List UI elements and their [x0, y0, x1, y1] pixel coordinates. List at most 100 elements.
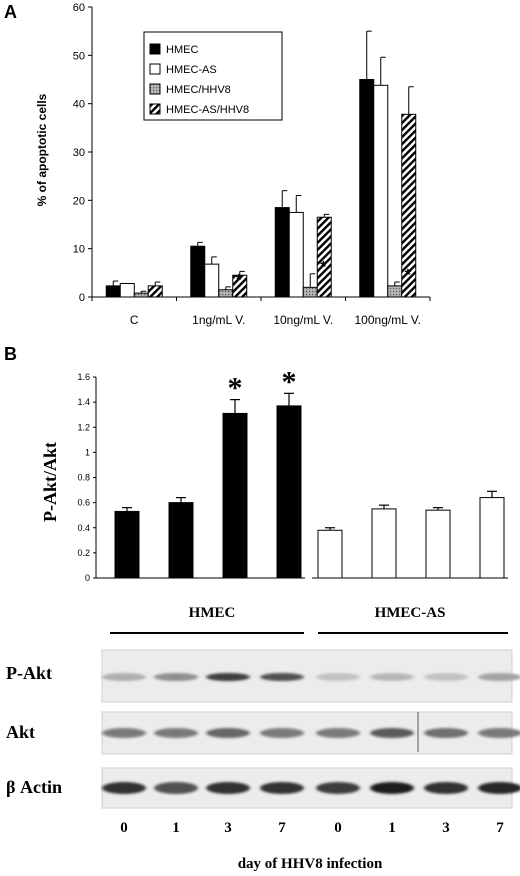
a-y-tick-label-4: 40	[73, 99, 85, 111]
legend-label-hmec-hhv8: HMEC/HHV8	[166, 84, 231, 96]
blot-band-2-0	[102, 782, 146, 794]
blot-label-beta-actin: β Actin	[6, 777, 62, 797]
panel-b-x-axis-label: day of HHV8 infection	[238, 856, 383, 872]
legend-box	[143, 31, 283, 121]
blot-band-0-4	[316, 673, 360, 681]
blot-band-2-4	[316, 782, 360, 794]
blot-band-2-3	[260, 782, 304, 794]
b-bar-1-3	[479, 497, 505, 579]
b-y-tick-label-6: 1.2	[77, 422, 90, 432]
a-bar-0-1	[190, 245, 206, 298]
blot-band-1-6	[424, 728, 468, 738]
panel-a: A % of apoptotic cells 0 10 20 30 40 50 60 C 1n…	[4, 2, 431, 327]
a-bar-2-2	[302, 286, 318, 298]
blot-band-0-3	[260, 673, 304, 681]
a-bar-3-2	[316, 216, 332, 298]
panel-a-significance: * * *	[236, 259, 412, 289]
a-x-tick-label-1: 1ng/mL V.	[192, 313, 245, 327]
b-bar-0-1	[168, 502, 194, 579]
lane-label-0: 0	[120, 820, 128, 836]
blot-band-0-2	[206, 673, 250, 681]
panel-a-y-axis-label: % of apoptotic cells	[35, 93, 49, 206]
b-y-tick-label-7: 1.4	[77, 397, 90, 407]
blot-band-1-5	[370, 728, 414, 738]
a-x-tick-label-3: 100ng/mL V.	[355, 313, 422, 327]
panel-a-label: A	[4, 2, 17, 22]
legend-swatch-hmec-as	[149, 63, 161, 75]
blot-band-1-4	[316, 728, 360, 738]
b-y-tick-label-8: 1.6	[77, 372, 90, 382]
significance-star-day7: *	[282, 365, 297, 398]
b-bar-0-0	[114, 510, 140, 579]
significance-star-day3: *	[228, 372, 243, 405]
b-y-tick-label-1: 0.2	[77, 548, 90, 558]
a-bar-0-2	[274, 207, 290, 298]
a-y-tick-label-1: 10	[73, 244, 85, 256]
b-y-tick-label-3: 0.6	[77, 498, 90, 508]
panel-b-y-axis: 0 0.2 0.4 0.6 0.8 1 1.2 1.4 1.6	[77, 372, 97, 583]
panel-b-y-axis-label: P-Akt/Akt	[40, 442, 60, 522]
blot-band-1-2	[206, 728, 250, 738]
a-bar-1-3	[373, 84, 389, 298]
a-bar-3-0	[147, 285, 163, 298]
lane-label-7: 7	[496, 820, 504, 836]
a-bar-0-0	[105, 285, 121, 298]
legend-label-hmec: HMEC	[166, 44, 198, 56]
blot-band-2-1	[154, 782, 198, 794]
legend-swatch-hmec-hhv8	[149, 83, 161, 95]
lane-label-6: 3	[442, 820, 450, 836]
lane-label-1: 1	[172, 820, 180, 836]
b-bar-1-0	[317, 529, 343, 579]
a-bar-1-1	[204, 263, 220, 298]
blot-band-2-5	[370, 782, 414, 794]
lane-label-5: 1	[388, 820, 396, 836]
a-y-tick-label-2: 20	[73, 195, 85, 207]
panel-a-legend: HMEC HMEC-AS HMEC/HHV8 HMEC-AS/HHV8	[143, 31, 283, 121]
panel-a-x-axis: C 1ng/mL V. 10ng/mL V. 100ng/mL V.	[91, 296, 431, 327]
a-bar-2-1	[218, 289, 234, 298]
legend-swatch-hmec	[149, 43, 161, 55]
b-y-tick-label-5: 1	[85, 447, 90, 457]
legend-swatch-hmec-as-hhv8	[149, 103, 161, 115]
legend-label-hmec-as: HMEC-AS	[166, 64, 217, 76]
lane-label-4: 0	[334, 820, 342, 836]
panel-b-bars	[96, 392, 508, 579]
b-bar-0-2	[222, 412, 248, 579]
lane-labels: 0 1 3 7 0 1 3 7	[120, 820, 504, 836]
b-bar-0-3	[276, 405, 302, 579]
a-y-tick-label-5: 50	[73, 50, 85, 62]
lane-label-3: 7	[278, 820, 286, 836]
legend-label-hmec-as-hhv8: HMEC-AS/HHV8	[166, 104, 249, 116]
blot-band-0-0	[102, 673, 146, 681]
a-bar-2-3	[387, 285, 403, 298]
lane-label-2: 3	[224, 820, 232, 836]
panel-a-bars	[105, 30, 417, 298]
blot-band-1-3	[260, 728, 304, 738]
b-bar-1-1	[371, 508, 397, 579]
a-sig-star-0: *	[236, 272, 243, 289]
a-x-tick-label-0: C	[130, 313, 139, 327]
a-sig-star-2: *	[405, 267, 412, 284]
blot-band-2-6	[424, 782, 468, 794]
blot-band-2-2	[206, 782, 250, 794]
a-bar-1-2	[288, 211, 304, 298]
blot-band-0-6	[424, 673, 468, 681]
blot-band-2-7	[478, 782, 520, 794]
a-bar-2-0	[133, 292, 149, 298]
b-y-tick-label-0: 0	[85, 573, 90, 583]
panel-a-y-axis: 0 10 20 30 40 50 60	[73, 2, 93, 304]
a-x-tick-label-2: 10ng/mL V.	[273, 313, 333, 327]
b-y-tick-label-2: 0.4	[77, 523, 90, 533]
b-y-tick-label-4: 0.8	[77, 473, 90, 483]
group-label-hmec-as: HMEC-AS	[375, 605, 446, 621]
a-y-tick-label-6: 60	[73, 2, 85, 14]
a-bar-1-0	[119, 282, 135, 298]
blot-label-p-akt: P-Akt	[6, 663, 52, 683]
group-label-hmec: HMEC	[189, 605, 236, 621]
a-sig-star-1: *	[320, 259, 327, 276]
blot-band-1-7	[478, 728, 520, 738]
a-y-tick-label-3: 30	[73, 147, 85, 159]
panel-b-label: B	[4, 344, 17, 364]
blot-band-1-0	[102, 728, 146, 738]
